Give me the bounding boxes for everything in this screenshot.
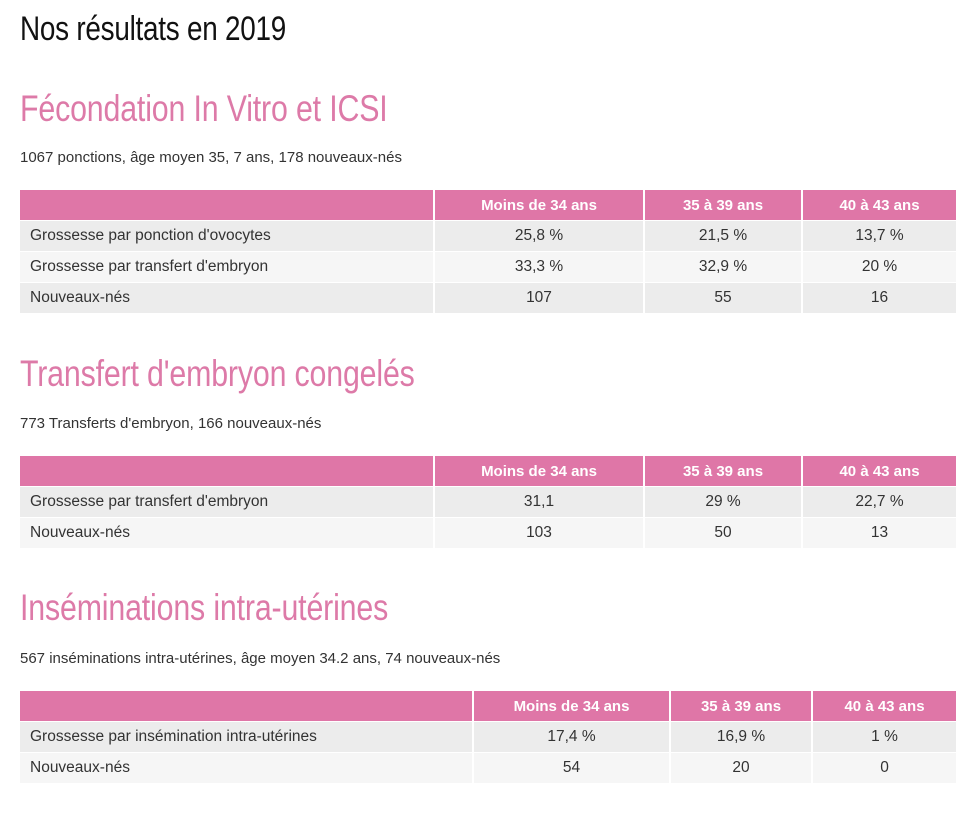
cell-value: 13,7 %	[801, 220, 956, 252]
row-label: Grossesse par ponction d'ovocytes	[20, 220, 434, 252]
cell-value: 50	[643, 517, 802, 548]
cell-value: 13	[801, 517, 956, 548]
cell-value: 29 %	[643, 486, 802, 518]
results-table-iui: Moins de 34 ans 35 à 39 ans 40 à 43 ans …	[20, 691, 956, 783]
row-label: Grossesse par transfert d'embryon	[20, 251, 434, 283]
header-cell-under-34: Moins de 34 ans	[433, 190, 644, 221]
table-row: Nouveaux-nés 103 50 13	[20, 517, 956, 548]
row-label: Grossesse par insémination intra-utérine…	[20, 721, 473, 753]
cell-value: 21,5 %	[643, 220, 802, 252]
table-row: Grossesse par transfert d'embryon 33,3 %…	[20, 251, 956, 283]
table-header-row: Moins de 34 ans 35 à 39 ans 40 à 43 ans	[20, 456, 956, 487]
section-description-iui: 567 inséminations intra-utérines, âge mo…	[20, 650, 501, 667]
cell-value: 25,8 %	[433, 220, 644, 252]
cell-value: 55	[643, 282, 802, 313]
header-cell-under-34: Moins de 34 ans	[433, 456, 644, 487]
cell-value: 31,1	[433, 486, 644, 518]
header-cell-35-39: 35 à 39 ans	[643, 190, 802, 221]
header-cell-label	[20, 190, 434, 221]
row-label: Nouveaux-nés	[20, 517, 434, 548]
cell-value: 1 %	[811, 721, 956, 753]
table-row: Grossesse par insémination intra-utérine…	[20, 721, 956, 753]
cell-value: 22,7 %	[801, 486, 956, 518]
row-label: Nouveaux-nés	[20, 752, 473, 783]
cell-value: 20	[669, 752, 812, 783]
table-row: Grossesse par ponction d'ovocytes 25,8 %…	[20, 220, 956, 252]
header-cell-label	[20, 456, 434, 487]
cell-value: 20 %	[801, 251, 956, 283]
header-cell-35-39: 35 à 39 ans	[643, 456, 802, 487]
header-cell-40-43: 40 à 43 ans	[801, 190, 956, 221]
cell-value: 0	[811, 752, 956, 783]
results-table-fiv-icsi: Moins de 34 ans 35 à 39 ans 40 à 43 ans …	[20, 190, 956, 313]
row-label: Nouveaux-nés	[20, 282, 434, 313]
header-cell-35-39: 35 à 39 ans	[669, 691, 812, 722]
header-cell-40-43: 40 à 43 ans	[801, 456, 956, 487]
section-title-fiv-icsi: Fécondation In Vitro et ICSI	[20, 88, 388, 129]
cell-value: 107	[433, 282, 644, 313]
row-label: Grossesse par transfert d'embryon	[20, 486, 434, 518]
cell-value: 16	[801, 282, 956, 313]
section-description-fiv-icsi: 1067 ponctions, âge moyen 35, 7 ans, 178…	[20, 149, 402, 166]
table-row: Nouveaux-nés 54 20 0	[20, 752, 956, 783]
page-title: Nos résultats en 2019	[20, 10, 287, 48]
table-row: Nouveaux-nés 107 55 16	[20, 282, 956, 313]
cell-value: 17,4 %	[472, 721, 670, 753]
header-cell-under-34: Moins de 34 ans	[472, 691, 670, 722]
cell-value: 33,3 %	[433, 251, 644, 283]
table-header-row: Moins de 34 ans 35 à 39 ans 40 à 43 ans	[20, 190, 956, 221]
section-description-frozen-transfer: 773 Transferts d'embryon, 166 nouveaux-n…	[20, 415, 322, 432]
cell-value: 32,9 %	[643, 251, 802, 283]
section-title-iui: Inséminations intra-utérines	[20, 587, 389, 628]
header-cell-label	[20, 691, 473, 722]
section-title-frozen-transfer: Transfert d'embryon congelés	[20, 353, 415, 394]
cell-value: 16,9 %	[669, 721, 812, 753]
header-cell-40-43: 40 à 43 ans	[811, 691, 956, 722]
cell-value: 103	[433, 517, 644, 548]
table-header-row: Moins de 34 ans 35 à 39 ans 40 à 43 ans	[20, 691, 956, 722]
table-row: Grossesse par transfert d'embryon 31,1 2…	[20, 486, 956, 518]
results-table-frozen-transfer: Moins de 34 ans 35 à 39 ans 40 à 43 ans …	[20, 456, 956, 548]
cell-value: 54	[472, 752, 670, 783]
